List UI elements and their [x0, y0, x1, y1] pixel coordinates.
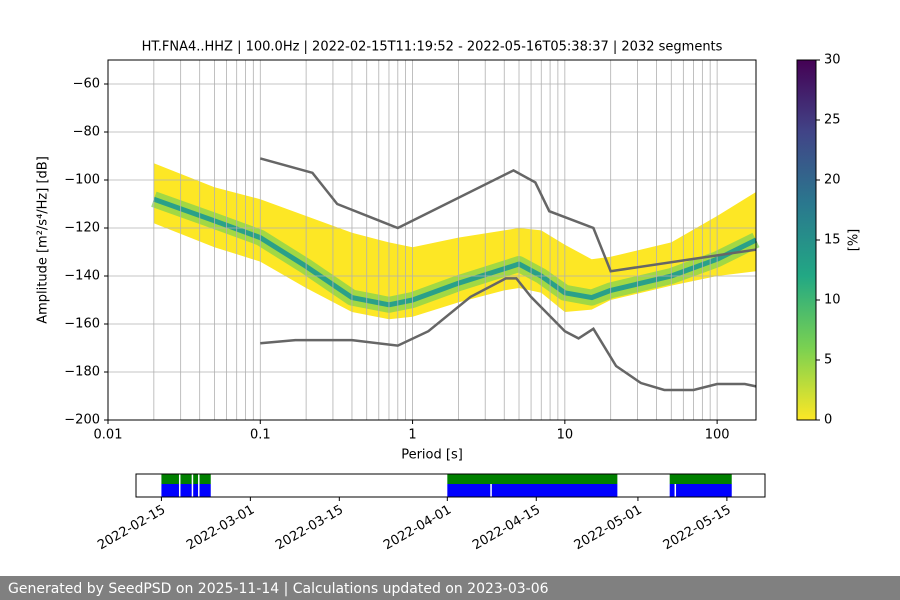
timeline-span: [193, 484, 199, 497]
colorbar: [796, 59, 817, 421]
y-tick-label: −100: [64, 173, 100, 188]
x-tick-label: 0.1: [250, 428, 271, 443]
y-axis-label: Amplitude [m²/s⁴/Hz] [dB]: [36, 156, 51, 324]
footer-bar: [0, 576, 900, 600]
noise-model-line: [260, 277, 757, 392]
colorbar-tick-label: 0: [824, 413, 832, 428]
timeline-span: [199, 484, 211, 497]
timeline-span: [676, 484, 732, 497]
x-tick-label: 0.01: [94, 428, 123, 443]
timeline-span: [193, 474, 199, 484]
colorbar-tick-label: 5: [824, 353, 832, 368]
noise-model-line: [259, 157, 757, 273]
timeline-span: [669, 484, 675, 497]
plot-frame: [107, 59, 757, 421]
timeline-span: [491, 484, 618, 497]
y-tick-label: −180: [64, 365, 100, 380]
timeline-span: [199, 474, 211, 484]
colorbar-label: [%]: [847, 229, 862, 252]
y-tick-label: −60: [73, 77, 100, 92]
x-tick-label: 100: [705, 428, 730, 443]
y-tick-label: −200: [64, 413, 100, 428]
x-tick-label: 10: [557, 428, 574, 443]
timeline-span: [161, 474, 179, 484]
y-tick-label: −80: [73, 125, 100, 140]
timeline-frame: [135, 473, 766, 498]
timeline-span: [669, 474, 732, 484]
x-tick-label: 1: [408, 428, 416, 443]
colorbar-tick-label: 20: [824, 173, 841, 188]
y-tick-label: −160: [64, 317, 100, 332]
timeline-span: [447, 484, 491, 497]
footer-text: Generated by SeedPSD on 2025-11-14 | Cal…: [8, 581, 549, 597]
density-envelope: [153, 163, 756, 320]
colorbar-tick-label: 10: [824, 293, 841, 308]
timeline-span: [180, 484, 192, 497]
x-axis-label: Period [s]: [401, 448, 463, 463]
colorbar-tick-label: 25: [824, 113, 841, 128]
y-tick-label: −140: [64, 269, 100, 284]
timeline-span: [180, 474, 192, 484]
colorbar-tick-label: 30: [824, 53, 841, 68]
y-tick-label: −120: [64, 221, 100, 236]
timeline-span: [447, 474, 618, 484]
timeline-span: [161, 484, 179, 497]
chart-title: HT.FNA4..HHZ | 100.0Hz | 2022-02-15T11:1…: [142, 40, 723, 55]
colorbar-tick-label: 15: [824, 233, 841, 248]
